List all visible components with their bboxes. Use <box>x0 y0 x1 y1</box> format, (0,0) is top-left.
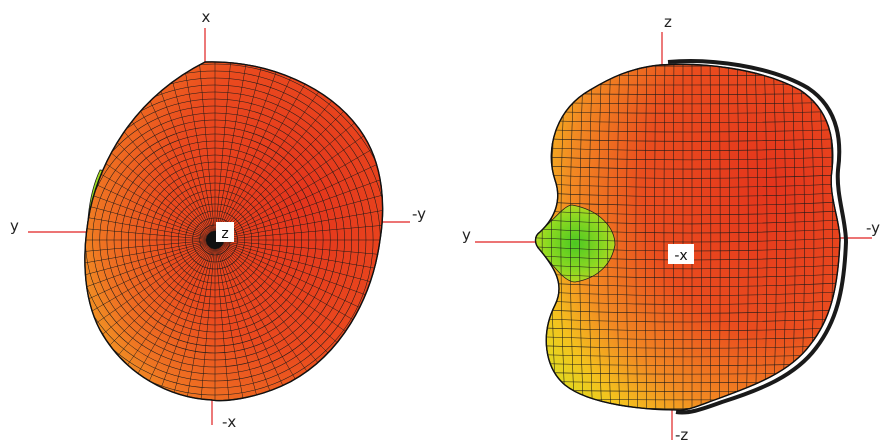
mesh-spoke <box>84 129 216 241</box>
mesh-latitude <box>535 317 840 323</box>
mesh-spoke <box>214 220 383 241</box>
mesh-latitude <box>535 182 840 188</box>
mesh-spoke <box>214 239 273 401</box>
mesh-longitude <box>644 64 648 411</box>
mesh-spoke <box>84 146 216 241</box>
mesh-spoke <box>84 239 216 298</box>
mesh-spoke <box>214 239 383 298</box>
mesh-spoke <box>84 239 216 351</box>
mesh-latitude <box>535 290 840 296</box>
mesh-longitude <box>588 64 594 411</box>
mesh-latitude <box>535 218 840 225</box>
mesh-spoke <box>214 239 383 260</box>
mesh-latitude <box>535 308 840 314</box>
mesh-longitude <box>569 64 576 411</box>
right-pattern-shadow <box>667 59 849 415</box>
mesh-latitude <box>535 209 840 216</box>
mesh-longitude <box>727 64 730 411</box>
right-label-left: y <box>462 226 471 244</box>
mesh-latitude <box>535 128 840 133</box>
mesh-latitude <box>535 272 840 279</box>
left-label-center: z <box>221 226 228 242</box>
mesh-spoke <box>214 61 254 241</box>
mesh-spoke <box>84 201 216 241</box>
mesh-spoke <box>214 239 254 401</box>
mesh-longitude <box>654 64 657 411</box>
mesh-latitude <box>535 146 840 151</box>
left-label-left: y <box>10 217 19 235</box>
mesh-spoke <box>84 239 216 334</box>
left-center-label-bg <box>216 222 234 242</box>
mesh-latitude <box>535 299 840 305</box>
mesh-longitude <box>523 55 530 420</box>
left-label-bottom: -x <box>222 413 236 431</box>
mesh-latitude <box>535 200 840 207</box>
mesh-longitude <box>745 64 749 411</box>
mesh-spoke <box>214 239 309 401</box>
mesh-spoke <box>84 239 216 367</box>
mesh-spoke <box>214 239 291 401</box>
mesh-spoke <box>84 182 216 241</box>
mesh-latitude <box>535 137 840 142</box>
right-pattern: z -z y -y -x <box>462 13 880 444</box>
mesh-longitude <box>718 64 721 411</box>
mesh-latitude <box>535 281 840 287</box>
mesh-spoke <box>214 182 383 241</box>
mesh-longitude <box>709 64 712 411</box>
mesh-longitude <box>673 64 675 411</box>
mesh-longitude <box>626 64 630 411</box>
mesh-spoke <box>195 239 216 401</box>
right-label-center: -x <box>674 248 687 264</box>
mesh-latitude <box>535 119 840 123</box>
mesh-spoke <box>157 239 216 401</box>
mesh-spoke <box>84 164 216 241</box>
mesh-spoke <box>214 201 383 241</box>
mesh-spoke <box>214 239 383 279</box>
mesh-spoke <box>84 239 216 382</box>
mesh-longitude <box>616 64 621 411</box>
right-center-label-bg <box>668 244 694 264</box>
mesh-spoke <box>176 239 216 401</box>
mesh-longitude <box>635 64 639 411</box>
mesh-latitude <box>535 164 840 170</box>
right-pattern-outline <box>534 63 841 411</box>
mesh-latitude <box>535 263 840 270</box>
mesh-spoke <box>84 220 216 241</box>
mesh-spoke <box>214 164 383 241</box>
mesh-latitude <box>535 173 840 179</box>
mesh-longitude <box>763 64 768 411</box>
left-label-top: x <box>202 8 211 26</box>
mesh-latitude <box>535 155 840 161</box>
mesh-longitude <box>579 64 585 411</box>
mesh-longitude <box>772 64 777 411</box>
mesh-latitude <box>535 191 840 197</box>
mesh-latitude <box>535 236 840 243</box>
left-pattern-outline <box>84 61 384 402</box>
mesh-spoke <box>195 61 216 241</box>
mesh-longitude <box>736 64 740 411</box>
mesh-longitude <box>754 64 758 411</box>
mesh-spoke <box>84 113 216 241</box>
right-label-bottom: -z <box>675 426 688 444</box>
mesh-longitude <box>607 64 612 411</box>
mesh-longitude <box>598 64 603 411</box>
mesh-spoke <box>214 239 383 316</box>
mesh-latitude <box>535 326 840 332</box>
mesh-spoke <box>121 239 216 401</box>
mesh-spoke <box>84 239 216 316</box>
mesh-spoke <box>84 239 216 260</box>
mesh-spoke <box>214 239 235 401</box>
mesh-longitude <box>663 64 666 411</box>
mesh-latitude <box>535 227 840 234</box>
mesh-spoke <box>84 98 216 241</box>
mesh-spoke <box>176 61 216 241</box>
right-label-right: -y <box>866 219 880 237</box>
mesh-spoke <box>214 61 235 241</box>
mesh-spoke <box>84 239 216 279</box>
left-pattern: x -x y -y z <box>10 8 426 431</box>
right-label-top: z <box>664 13 672 31</box>
left-label-right: -y <box>412 205 426 223</box>
mesh-spoke <box>139 239 216 401</box>
